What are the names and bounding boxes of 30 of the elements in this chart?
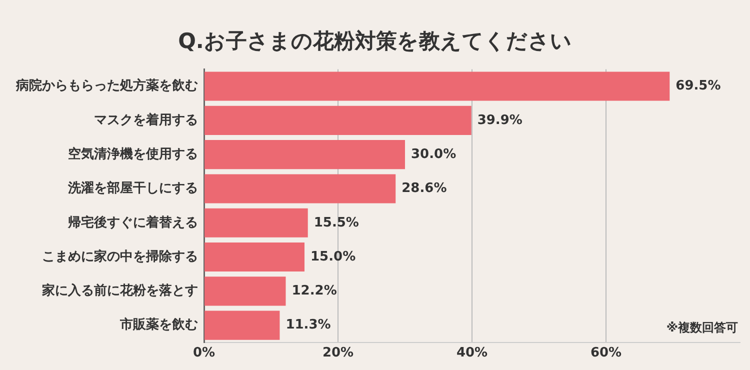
data-label: 15.5%	[314, 215, 359, 230]
x-tick-label: 0%	[192, 346, 216, 361]
x-tick-label: 60%	[590, 346, 622, 361]
y-tick-label: 洗濯を部屋干しにする	[67, 180, 198, 196]
bar	[204, 310, 280, 340]
bar	[204, 106, 472, 135]
y-tick-label: 空気清浄機を使用する	[68, 146, 198, 162]
bar	[204, 208, 308, 238]
data-label: 28.6%	[402, 181, 447, 196]
y-tick-label: こまめに家の中を掃除する	[42, 248, 198, 264]
chart-title: Q.お子さまの花粉対策を教えてください	[178, 29, 572, 54]
data-label: 15.0%	[310, 249, 356, 264]
y-tick-label: 家に入る前に花粉を落とす	[41, 282, 198, 299]
annotation: ※複数回答可	[666, 320, 738, 335]
y-tick-label: マスクを着用する	[94, 112, 198, 128]
x-tick-label: 40%	[456, 346, 488, 361]
data-label: 30.0%	[411, 146, 456, 162]
y-tick-label: 病院からもらった処方薬を飲む	[15, 78, 198, 94]
data-label: 12.2%	[292, 284, 337, 299]
y-tick-label: 市販薬を飲む	[119, 316, 198, 333]
bar	[204, 140, 405, 170]
bar	[204, 72, 670, 101]
y-tick-label: 帰宅後すぐに着替える	[67, 214, 198, 230]
x-tick-label: 20%	[322, 346, 354, 361]
data-label: 39.9%	[477, 112, 522, 128]
bar	[204, 174, 396, 204]
bar	[204, 276, 286, 306]
data-label: 69.5%	[676, 78, 721, 94]
data-label: 11.3%	[286, 318, 331, 333]
bar	[204, 242, 304, 272]
